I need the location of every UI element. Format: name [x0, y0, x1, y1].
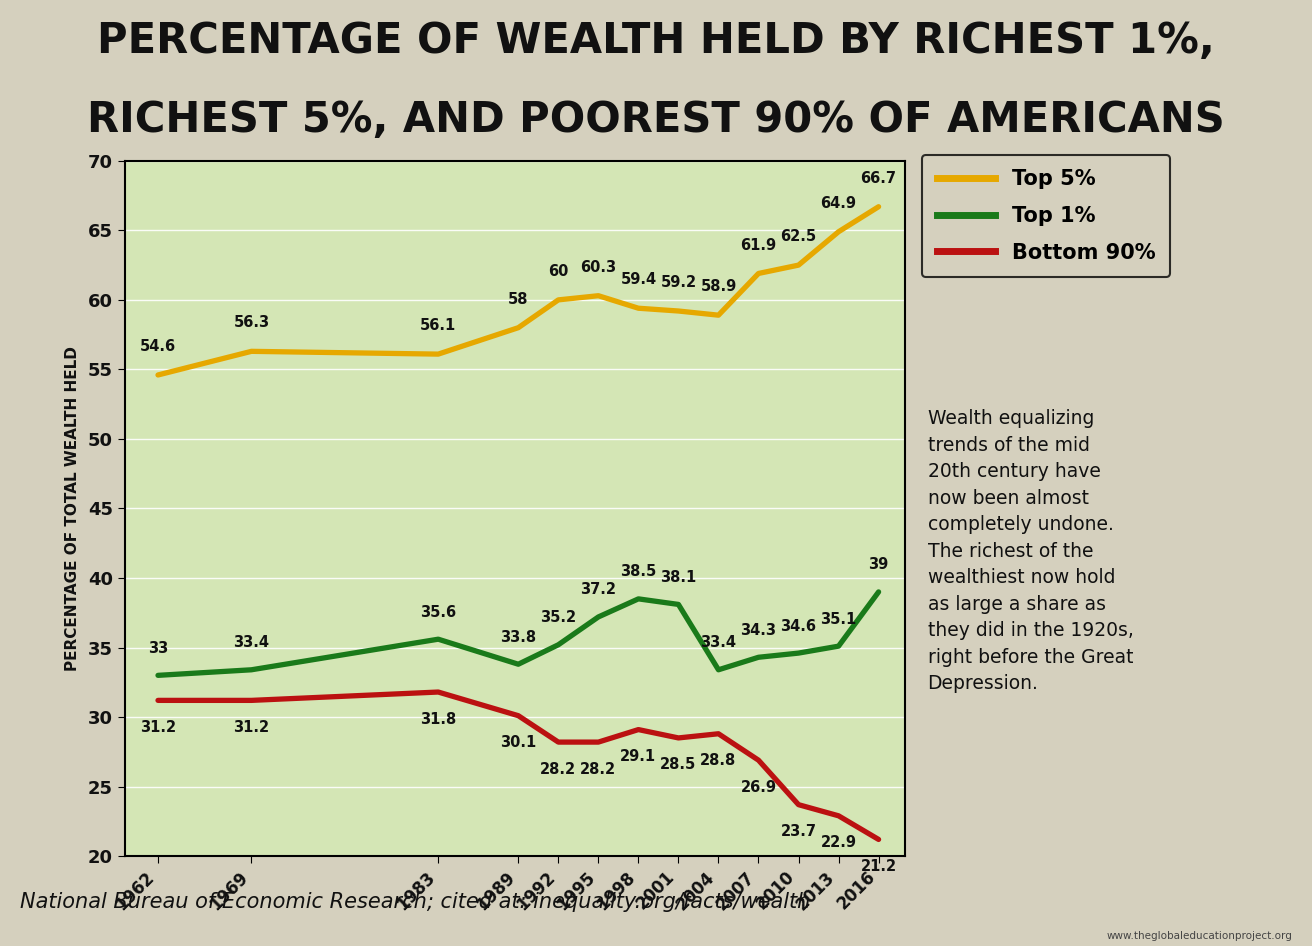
Text: 33: 33 — [148, 640, 168, 656]
Text: 33.8: 33.8 — [500, 630, 537, 645]
Text: 33.4: 33.4 — [701, 636, 736, 650]
Text: 31.2: 31.2 — [234, 720, 269, 735]
Text: 35.6: 35.6 — [420, 604, 457, 620]
Text: 28.2: 28.2 — [541, 762, 576, 777]
Text: National Bureau of Economic Research; cited at: inequality.org/facts/wealth: National Bureau of Economic Research; ci… — [20, 892, 810, 912]
Text: 23.7: 23.7 — [781, 824, 816, 839]
Text: Wealth equalizing
trends of the mid
20th century have
now been almost
completely: Wealth equalizing trends of the mid 20th… — [928, 410, 1134, 693]
Text: 66.7: 66.7 — [861, 171, 896, 185]
Text: 33.4: 33.4 — [234, 636, 269, 650]
Text: 34.3: 34.3 — [740, 622, 777, 638]
Text: 60: 60 — [548, 264, 568, 279]
Text: 21.2: 21.2 — [861, 859, 896, 874]
Text: RICHEST 5%, AND POOREST 90% OF AMERICANS: RICHEST 5%, AND POOREST 90% OF AMERICANS — [87, 99, 1225, 141]
Text: www.theglobaleducationproject.org: www.theglobaleducationproject.org — [1106, 932, 1292, 941]
Text: 62.5: 62.5 — [781, 229, 816, 244]
Text: 38.5: 38.5 — [621, 565, 656, 579]
Text: 58: 58 — [508, 291, 529, 307]
Text: 35.2: 35.2 — [541, 610, 576, 625]
Text: 28.5: 28.5 — [660, 758, 697, 772]
Text: 61.9: 61.9 — [740, 237, 777, 253]
Text: 28.8: 28.8 — [701, 753, 736, 768]
Text: 60.3: 60.3 — [580, 260, 617, 275]
Text: 58.9: 58.9 — [701, 279, 736, 294]
Text: 29.1: 29.1 — [621, 749, 656, 764]
Text: 22.9: 22.9 — [820, 835, 857, 850]
Text: 28.2: 28.2 — [580, 762, 617, 777]
Text: 31.2: 31.2 — [140, 720, 176, 735]
Text: 38.1: 38.1 — [660, 569, 697, 585]
Text: PERCENTAGE OF WEALTH HELD BY RICHEST 1%,: PERCENTAGE OF WEALTH HELD BY RICHEST 1%, — [97, 20, 1215, 62]
Text: 59.4: 59.4 — [621, 272, 656, 288]
Text: 56.1: 56.1 — [420, 318, 457, 333]
Text: 64.9: 64.9 — [820, 196, 857, 211]
Text: 34.6: 34.6 — [781, 619, 816, 634]
Legend: Top 5%, Top 1%, Bottom 90%: Top 5%, Top 1%, Bottom 90% — [922, 154, 1170, 277]
Text: 31.8: 31.8 — [420, 711, 457, 727]
Text: 30.1: 30.1 — [500, 735, 537, 750]
Text: 26.9: 26.9 — [740, 780, 777, 795]
Text: 39: 39 — [869, 557, 888, 572]
Text: 59.2: 59.2 — [660, 275, 697, 290]
Y-axis label: PERCENTAGE OF TOTAL WEALTH HELD: PERCENTAGE OF TOTAL WEALTH HELD — [64, 346, 80, 671]
Text: 37.2: 37.2 — [580, 583, 617, 598]
Text: 56.3: 56.3 — [234, 315, 269, 330]
Text: 54.6: 54.6 — [140, 339, 176, 354]
Text: 35.1: 35.1 — [820, 612, 857, 626]
